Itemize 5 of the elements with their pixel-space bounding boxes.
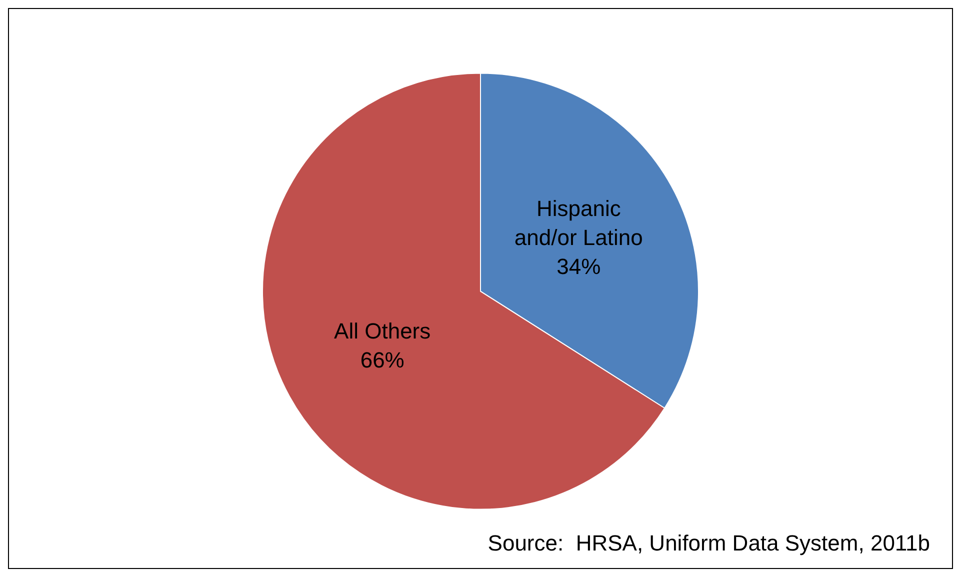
slice-label: All Others xyxy=(334,318,431,344)
slice-label: Hispanic and/or Latino xyxy=(514,196,643,250)
source-note: Source: HRSA, Uniform Data System, 2011b xyxy=(488,530,930,556)
data-label: 34% xyxy=(556,254,601,279)
data-label: 66% xyxy=(360,347,404,372)
